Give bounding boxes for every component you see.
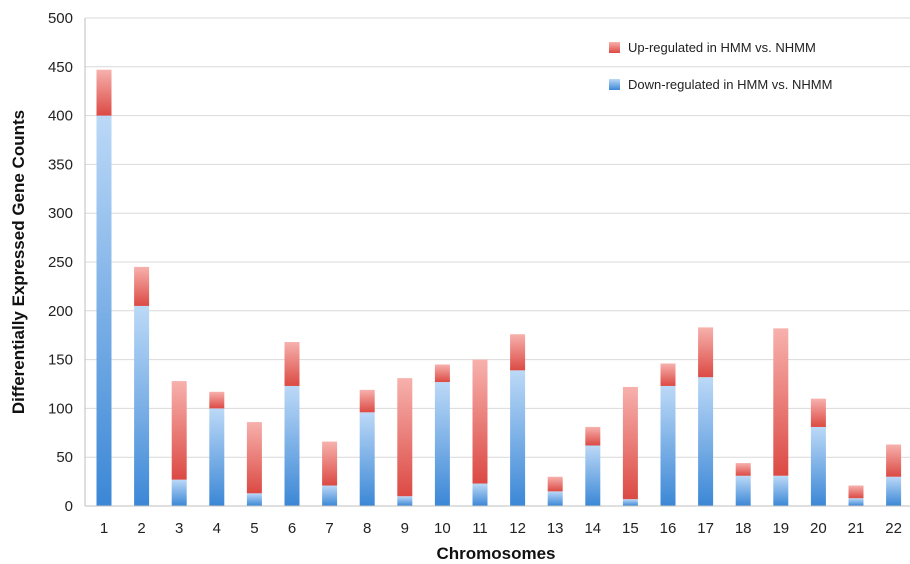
bar-chr9-down: [397, 496, 413, 506]
bar-chr16-down: [660, 385, 676, 506]
y-tick-label: 50: [56, 449, 73, 466]
x-tick-label: 20: [810, 520, 827, 537]
y-tick-label: 450: [48, 59, 73, 76]
x-tick-label: 18: [735, 520, 752, 537]
bar-chr22-down: [886, 476, 902, 506]
y-tick-label: 200: [48, 303, 73, 320]
bar-chr19-down: [773, 475, 789, 506]
y-tick-label: 400: [48, 108, 73, 125]
bar-chr20-down: [810, 426, 826, 506]
legend: Up-regulated in HMM vs. NHMM Down-regula…: [609, 40, 832, 92]
legend-label-up: Up-regulated in HMM vs. NHMM: [628, 40, 816, 55]
bar-chr21-up: [848, 485, 864, 499]
x-tick-label: 21: [848, 520, 865, 537]
x-tick-label: 6: [288, 520, 296, 537]
bar-chr1-down: [96, 115, 112, 506]
bar-chr14-down: [585, 445, 601, 506]
y-tick-labels: 0 50 100 150 200 250 300 350 400 450 500: [48, 10, 73, 515]
x-tick-label: 8: [363, 520, 371, 537]
legend-label-down: Down-regulated in HMM vs. NHMM: [628, 77, 832, 92]
bar-chr5-down: [246, 493, 262, 506]
bar-chr18-up: [735, 463, 751, 476]
x-tick-label: 14: [584, 520, 601, 537]
x-tick-label: 12: [509, 520, 526, 537]
bar-chr4-up: [209, 391, 225, 409]
bar-chr16-up: [660, 363, 676, 386]
x-tick-label: 11: [472, 520, 488, 537]
legend-swatch-up: [609, 42, 620, 53]
y-tick-label: 250: [48, 254, 73, 271]
x-tick-label: 16: [660, 520, 677, 537]
x-tick-label: 10: [434, 520, 451, 537]
bar-chr15-down: [622, 499, 638, 506]
axes: [84, 18, 910, 507]
bar-chr6-down: [284, 385, 300, 506]
bar-chr6-up: [284, 342, 300, 386]
y-tick-label: 100: [48, 400, 73, 417]
bar-chr22-up: [886, 444, 902, 477]
bars: [96, 69, 902, 506]
bar-chr3-down: [171, 479, 187, 506]
bar-chr7-up: [322, 441, 338, 486]
x-tick-label: 13: [547, 520, 564, 537]
y-tick-label: 0: [65, 498, 73, 515]
bar-chr3-up: [171, 381, 187, 480]
legend-swatch-down: [609, 79, 620, 90]
bar-chr17-down: [698, 377, 714, 506]
bar-chr14-up: [585, 426, 601, 446]
bar-chr12-down: [510, 370, 526, 506]
x-tick-labels: 1 2 3 4 5 6 7 8 9 10 11 12 13 14 15 16 17 18 19 20 21 22: [100, 520, 902, 537]
x-tick-label: 22: [885, 520, 902, 537]
x-tick-label: 1: [100, 520, 108, 537]
bar-chr13-up: [547, 476, 563, 492]
bar-chr13-down: [547, 491, 563, 506]
x-tick-label: 5: [250, 520, 258, 537]
x-tick-label: 4: [213, 520, 221, 537]
bar-chr4-down: [209, 408, 225, 506]
y-axis-title: Differentially Expressed Gene Counts: [9, 110, 28, 414]
x-tick-label: 7: [325, 520, 333, 537]
bar-chr20-up: [810, 398, 826, 427]
bar-chr19-up: [773, 328, 789, 476]
y-tick-label: 350: [48, 156, 73, 173]
bar-chr18-down: [735, 475, 751, 506]
bar-chr1-up: [96, 69, 112, 116]
bar-chr10-down: [434, 382, 450, 506]
x-tick-label: 19: [772, 520, 789, 537]
x-tick-label: 3: [175, 520, 183, 537]
bar-chr11-down: [472, 483, 488, 506]
y-tick-label: 500: [48, 10, 73, 27]
bar-chr12-up: [510, 334, 526, 371]
x-tick-label: 17: [697, 520, 714, 537]
bar-chr21-down: [848, 498, 864, 506]
y-tick-label: 150: [48, 352, 73, 369]
bar-chr10-up: [434, 364, 450, 383]
bar-chr11-up: [472, 359, 488, 484]
bar-chr7-down: [322, 485, 338, 506]
x-tick-label: 15: [622, 520, 639, 537]
bar-chr9-up: [397, 378, 413, 497]
x-tick-label: 2: [137, 520, 145, 537]
bar-chr2-down: [134, 305, 150, 506]
bar-chr17-up: [698, 327, 714, 378]
x-axis-title: Chromosomes: [436, 544, 555, 563]
bar-chr8-up: [359, 389, 375, 413]
bar-chr5-up: [246, 422, 262, 494]
x-tick-label: 9: [401, 520, 409, 537]
bar-chr2-up: [134, 266, 150, 306]
y-tick-label: 300: [48, 205, 73, 222]
bar-chr15-up: [622, 386, 638, 500]
bar-chr8-down: [359, 412, 375, 506]
